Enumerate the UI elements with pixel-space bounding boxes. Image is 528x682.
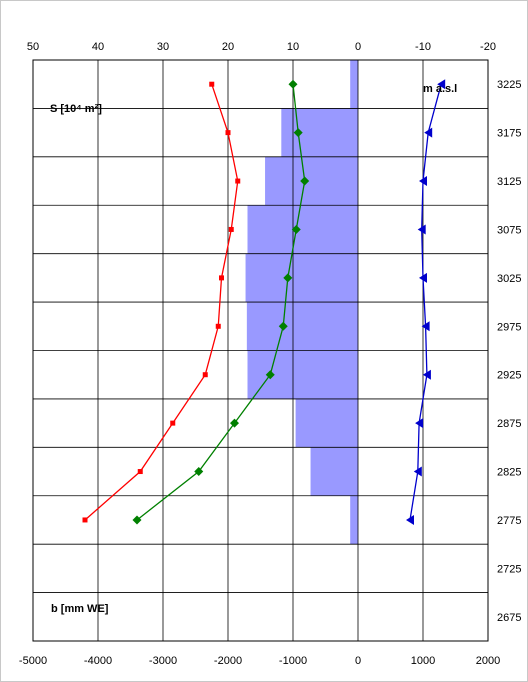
red-point [229, 227, 234, 232]
top-tick-label: -10 [415, 41, 431, 53]
bottom-tick-label: -4000 [84, 655, 112, 667]
red-point [226, 130, 231, 135]
right-tick-label: 2725 [497, 563, 521, 575]
top-tick-label: 40 [92, 41, 104, 53]
area-bar [248, 205, 359, 253]
top-tick-label: 50 [27, 41, 39, 53]
bottom-tick-label: -3000 [149, 655, 177, 667]
bottom-tick-label: 2000 [476, 655, 500, 667]
area-bar [248, 351, 359, 399]
right-tick-label: 2875 [497, 418, 521, 430]
area-bar [246, 254, 358, 302]
right-tick-label: 3125 [497, 176, 521, 188]
elevation-unit-label: m a.s.l [423, 83, 457, 95]
bottom-tick-label: 1000 [411, 655, 435, 667]
red-point [235, 179, 240, 184]
area-bar [247, 302, 358, 350]
area-bar [311, 447, 358, 495]
bottom-tick-label: -2000 [214, 655, 242, 667]
right-tick-label: 2675 [497, 612, 521, 624]
bottom-tick-label: 0 [355, 655, 361, 667]
red-point [138, 469, 143, 474]
top-tick-label: 20 [222, 41, 234, 53]
right-tick-label: 2925 [497, 370, 521, 382]
red-point [203, 372, 208, 377]
right-tick-label: 3225 [497, 79, 521, 91]
area-bar [350, 496, 358, 544]
right-tick-label: 2825 [497, 467, 521, 479]
top-tick-label: 10 [287, 41, 299, 53]
bottom-tick-label: -5000 [19, 655, 47, 667]
right-tick-label: 3025 [497, 273, 521, 285]
area-bar [350, 60, 358, 108]
area-bar [296, 399, 358, 447]
area-bar [265, 157, 358, 205]
balance-axis-label: b [mm WE] [51, 603, 109, 615]
red-point [83, 517, 88, 522]
right-tick-label: 2975 [497, 321, 521, 333]
top-tick-label: 30 [157, 41, 169, 53]
grid-layer [33, 60, 488, 641]
red-point [170, 421, 175, 426]
right-tick-label: 2775 [497, 515, 521, 527]
red-point [219, 275, 224, 280]
bottom-tick-label: -1000 [279, 655, 307, 667]
top-tick-label: 0 [355, 41, 361, 53]
red-point [216, 324, 221, 329]
green-point [289, 80, 298, 89]
right-tick-label: 3075 [497, 224, 521, 236]
top-tick-label: -20 [480, 41, 496, 53]
red-point [209, 82, 214, 87]
area-axis-label: S [10⁴ m²] [50, 103, 102, 115]
right-tick-label: 3175 [497, 128, 521, 140]
green-point [230, 419, 239, 428]
